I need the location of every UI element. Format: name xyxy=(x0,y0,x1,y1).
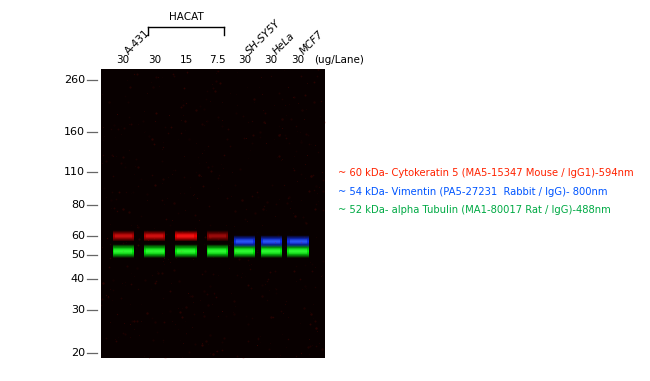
Text: 20: 20 xyxy=(71,348,85,358)
Text: 30: 30 xyxy=(116,55,130,65)
Text: 30: 30 xyxy=(238,55,251,65)
Text: 30: 30 xyxy=(292,55,305,65)
Text: ~ 60 kDa- Cytokeratin 5 (MA5-15347 Mouse / IgG1)-594nm: ~ 60 kDa- Cytokeratin 5 (MA5-15347 Mouse… xyxy=(338,168,634,178)
Text: HACAT: HACAT xyxy=(168,12,203,22)
Text: 50: 50 xyxy=(71,250,85,260)
Text: 7.5: 7.5 xyxy=(209,55,226,65)
Text: ~ 52 kDa- alpha Tubulin (MA1-80017 Rat / IgG)-488nm: ~ 52 kDa- alpha Tubulin (MA1-80017 Rat /… xyxy=(338,205,611,215)
Text: 30: 30 xyxy=(71,305,85,315)
Text: 110: 110 xyxy=(64,166,85,176)
Text: ~ 54 kDa- Vimentin (PA5-27231  Rabbit / IgG)- 800nm: ~ 54 kDa- Vimentin (PA5-27231 Rabbit / I… xyxy=(338,187,608,197)
Text: 160: 160 xyxy=(64,127,85,137)
Text: 15: 15 xyxy=(179,55,192,65)
Text: 30: 30 xyxy=(148,55,161,65)
Text: A-431: A-431 xyxy=(124,28,152,56)
Text: 60: 60 xyxy=(71,231,85,241)
Text: 40: 40 xyxy=(71,274,85,284)
Text: HeLa: HeLa xyxy=(271,31,297,56)
Text: MCF7: MCF7 xyxy=(298,29,326,56)
Text: 30: 30 xyxy=(265,55,278,65)
Text: SH-SY5Y: SH-SY5Y xyxy=(244,18,283,56)
Text: 260: 260 xyxy=(64,75,85,85)
Text: 80: 80 xyxy=(71,200,85,210)
Text: (ug/Lane): (ug/Lane) xyxy=(314,55,363,65)
